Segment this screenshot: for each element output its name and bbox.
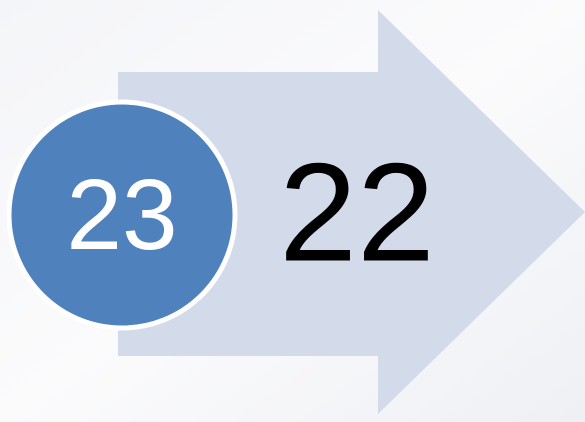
- arrow-shape: [118, 10, 585, 414]
- arrow-label: 22: [279, 134, 435, 291]
- circle-shape: [6, 99, 238, 331]
- circle-label: 23: [66, 159, 177, 271]
